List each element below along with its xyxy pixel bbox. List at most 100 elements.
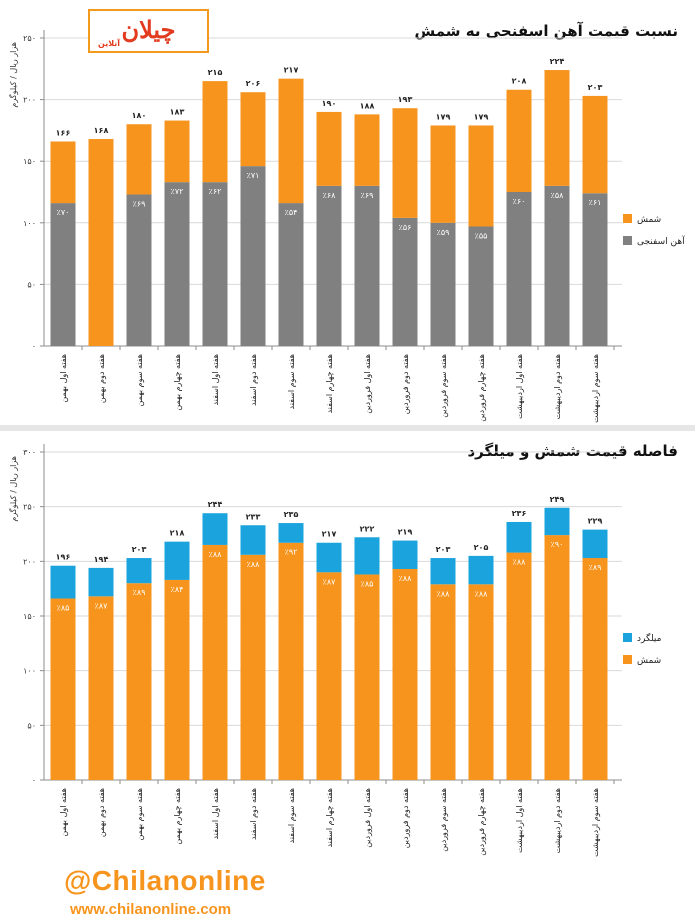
chilan-logo: چیلان آنلاین	[88, 9, 209, 53]
y-axis-label: هزار ریال / کیلوگرم	[8, 456, 18, 522]
x-category-label: هفته اول فروردین	[363, 788, 372, 848]
x-category-label: هفته چهارم بهمن	[173, 788, 182, 845]
share-label: ٪۸۵	[57, 604, 70, 613]
bar-segment-shemsh	[278, 542, 304, 780]
bar-segment-milgerd	[240, 525, 266, 555]
bar-segment-ahan	[202, 182, 228, 346]
x-category-label: هفته اول اسفند	[211, 354, 220, 406]
share-label: ٪۶۹	[361, 191, 374, 200]
bar-segment-milgerd	[392, 540, 418, 569]
bar-segment-ahan	[240, 166, 266, 346]
legend-label: آهن اسفنجی	[637, 235, 685, 247]
total-label: ۱۶۶	[56, 128, 71, 137]
y-tick-label: ۳۰۰	[23, 448, 36, 457]
y-tick-label: ۲۰۰	[23, 96, 36, 105]
total-label: ۱۹۳	[398, 95, 413, 104]
share-label: ٪۸۸	[513, 558, 527, 567]
bar-segment-milgerd	[278, 523, 304, 543]
share-label: ٪۷۱	[247, 171, 260, 180]
y-axis-label: هزار ریال / کیلوگرم	[8, 42, 18, 108]
share-label: ٪۶۸	[323, 191, 337, 200]
total-label: ۲۰۵	[474, 543, 489, 552]
bar-segment-shemsh	[544, 70, 570, 186]
legend-label: شمش	[637, 656, 661, 666]
y-tick-label: ۰	[32, 342, 36, 351]
bar-segment-ahan	[316, 185, 342, 346]
bar-segment-ahan	[354, 185, 380, 346]
logo-subtext: آنلاین	[98, 39, 121, 48]
total-label: ۲۳۶	[512, 509, 527, 518]
y-tick-label: ۲۵۰	[23, 34, 36, 43]
bar-segment-ahan	[164, 182, 190, 346]
total-label: ۲۱۸	[170, 529, 185, 538]
bar-segment-milgerd	[506, 521, 532, 553]
bar-segment-milgerd	[164, 541, 190, 580]
y-tick-label: ۲۰۰	[23, 557, 36, 566]
x-category-label: هفته سوم اسفند	[287, 788, 296, 843]
share-label: ٪۸۹	[133, 588, 146, 597]
x-category-label: هفته دوم فروردین	[401, 354, 410, 414]
x-category-label: هفته اول بهمن	[59, 788, 68, 837]
total-label: ۲۰۳	[436, 545, 451, 554]
bar-segment-shemsh	[506, 89, 532, 192]
share-label: ٪۵۹	[437, 228, 450, 237]
y-tick-label: ۵۰	[27, 280, 36, 289]
bar-segment-shemsh	[430, 584, 456, 780]
x-category-label: هفته دوم اردیبهشت	[553, 788, 562, 853]
total-label: ۲۴۴	[208, 500, 223, 509]
total-label: ۱۶۸	[94, 126, 109, 135]
bar-segment-shemsh	[278, 78, 304, 204]
bar-segment-shemsh	[354, 574, 380, 780]
total-label: ۲۲۲	[360, 524, 375, 533]
bar-segment-milgerd	[316, 542, 342, 573]
watermark-handle: @Chilanonline	[64, 865, 266, 896]
x-category-label: هفته سوم فروردین	[439, 788, 448, 852]
bar-segment-shemsh	[240, 554, 266, 780]
total-label: ۱۸۰	[132, 111, 147, 120]
total-label: ۲۱۷	[322, 530, 337, 539]
share-label: ٪۷۲	[171, 187, 184, 196]
share-label: ٪۸۸	[399, 574, 413, 583]
x-category-label: هفته چهارم اسفند	[325, 354, 334, 414]
share-label: ٪۸۴	[171, 585, 184, 594]
bar-segment-milgerd	[50, 565, 76, 599]
x-category-label: هفته اول اردیبهشت	[515, 788, 524, 853]
x-category-label: هفته سوم اسفند	[287, 354, 296, 409]
total-label: ۲۲۴	[550, 57, 565, 66]
y-tick-label: ۱۵۰	[23, 157, 36, 166]
total-label: ۲۳۵	[284, 510, 299, 519]
legend-swatch-shemsh	[623, 655, 632, 664]
x-category-label: هفته دوم اسفند	[249, 788, 258, 840]
bar-segment-shemsh	[506, 552, 532, 780]
share-label: ٪۹۲	[285, 548, 298, 557]
chart-sponge-iron-vs-billet: نسبت قیمت آهن اسفنجی به شمش هزار ریال / ک…	[8, 22, 685, 423]
bar-segment-shemsh	[354, 114, 380, 186]
x-category-label: هفته چهارم فروردین	[477, 354, 486, 422]
bar-segment-shemsh	[88, 139, 114, 346]
x-category-label: هفته سوم اردیبهشت	[591, 788, 600, 857]
bar-segment-milgerd	[126, 558, 152, 584]
total-label: ۲۱۷	[284, 66, 299, 75]
share-label: ٪۸۹	[589, 563, 602, 572]
x-category-label: هفته دوم اسفند	[249, 354, 258, 406]
share-label: ٪۶۱	[589, 198, 602, 207]
x-category-label: هفته چهارم فروردین	[477, 788, 486, 856]
bar-segment-shemsh	[316, 111, 342, 186]
total-label: ۱۷۹	[474, 112, 489, 121]
bar-segment-ahan	[278, 203, 304, 346]
chart-panel-billet-rebar: فاصله قیمت شمش و میلگرد هزار ریال / کیلوگ…	[0, 431, 695, 918]
x-category-label: هفته اول بهمن	[59, 354, 68, 403]
chart-title: فاصله قیمت شمش و میلگرد	[467, 442, 678, 460]
total-label: ۱۷۹	[436, 112, 451, 121]
share-label: ٪۶۲	[209, 187, 222, 196]
bar-segment-milgerd	[88, 567, 114, 597]
bar-segment-shemsh	[582, 558, 608, 780]
bar-segment-shemsh	[126, 583, 152, 780]
bar-segment-ahan	[126, 194, 152, 346]
x-category-label: هفته دوم بهمن	[97, 354, 106, 403]
share-label: ٪۸۷	[323, 577, 337, 586]
bar-segment-shemsh	[164, 579, 190, 780]
bar-segment-shemsh	[582, 95, 608, 194]
legend-label: شمش	[637, 215, 661, 225]
x-category-label: هفته چهارم اسفند	[325, 788, 334, 848]
